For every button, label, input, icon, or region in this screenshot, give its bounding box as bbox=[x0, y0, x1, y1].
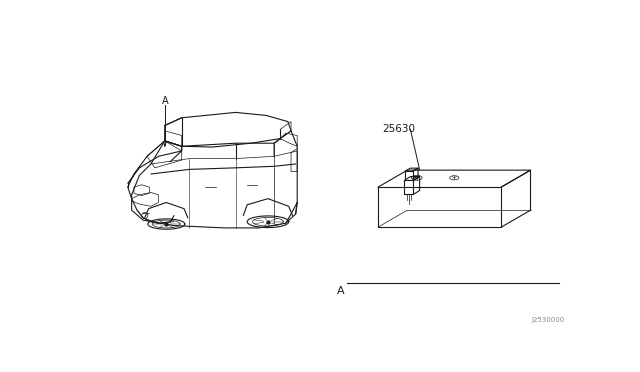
Text: J2530000: J2530000 bbox=[532, 317, 565, 323]
Text: 25630: 25630 bbox=[382, 124, 415, 134]
Text: A: A bbox=[337, 286, 345, 296]
Text: A: A bbox=[161, 96, 168, 106]
